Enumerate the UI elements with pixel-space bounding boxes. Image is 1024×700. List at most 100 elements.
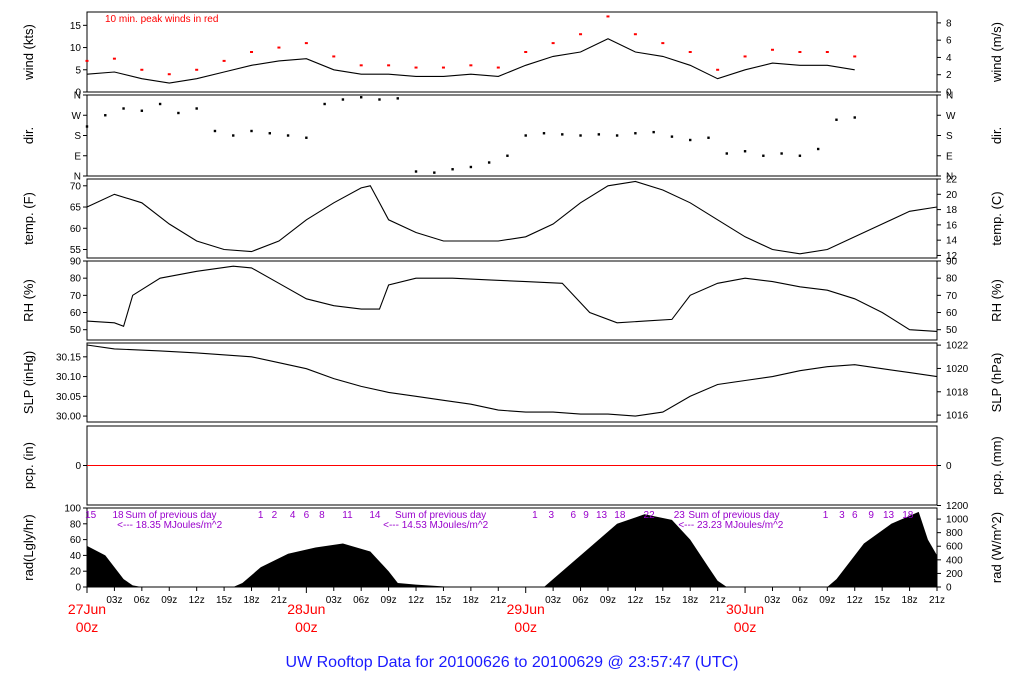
direction-point — [305, 136, 308, 139]
hour-tick-label: 15z — [655, 595, 671, 606]
hour-tick-label: 21z — [271, 595, 287, 606]
direction-point — [250, 129, 253, 133]
peak-wind-mark — [277, 46, 281, 49]
direction-point — [561, 133, 564, 136]
right-axis-label: rad (W/m^2) — [989, 512, 1004, 583]
left-tick-label: 30.10 — [56, 372, 81, 383]
direction-point — [323, 102, 326, 106]
day-label: 27Jun — [68, 601, 106, 617]
peak-wind-mark — [798, 51, 802, 53]
hour-tick-label: 03z — [764, 595, 780, 606]
day-hour-label: 00z — [514, 619, 537, 635]
radiation-hour-label: 4 — [290, 510, 296, 521]
radiation-hour-label: 1 — [258, 510, 264, 521]
right-axis-label: pcp. (mm) — [989, 436, 1004, 495]
right-tick-label: 4 — [946, 53, 952, 64]
direction-point — [853, 116, 856, 119]
left-axis-label: wind (kts) — [21, 24, 36, 81]
hour-tick-label: 18z — [902, 595, 918, 606]
left-tick-label: 30.00 — [56, 412, 81, 423]
chart-title: UW Rooftop Data for 20100626 to 20100629… — [286, 654, 739, 671]
daily-sum-label: Sum of previous day — [125, 510, 216, 521]
left-tick-label: 55 — [70, 245, 82, 256]
direction-point — [451, 168, 454, 171]
peak-wind-mark — [359, 64, 363, 67]
peak-wind-mark — [496, 66, 500, 69]
daily-sum-value: <--- 14.53 MJoules/m^2 — [383, 520, 488, 531]
hour-tick-label: 03z — [106, 595, 122, 606]
radiation-hour-label: 2 — [272, 510, 278, 521]
direction-point — [104, 114, 107, 117]
peak-wind-mark — [606, 15, 610, 18]
daily-sum-label: Sum of previous day — [395, 510, 486, 521]
panel-frame — [86, 342, 938, 423]
slp-line — [86, 344, 938, 417]
peak-wind-mark — [85, 59, 89, 62]
right-tick-label: 600 — [946, 542, 963, 553]
left-tick-label: 40 — [70, 551, 82, 562]
direction-point — [780, 152, 783, 155]
hour-tick-label: 09z — [161, 595, 177, 606]
panel-frame — [86, 11, 938, 93]
direction-point — [542, 132, 546, 135]
right-tick-label: N — [946, 172, 953, 183]
right-tick-label: 14 — [946, 236, 958, 247]
peak-wind-mark — [469, 64, 473, 67]
right-tick-label: 1016 — [946, 411, 969, 422]
day-hour-label: 00z — [295, 619, 318, 635]
direction-point — [487, 161, 491, 164]
radiation-area — [87, 511, 937, 587]
direction-point — [213, 129, 217, 133]
direction-point — [158, 102, 162, 106]
right-axis-label: dir. — [989, 127, 1004, 144]
peak-wind-mark — [195, 68, 199, 71]
direction-point — [469, 165, 473, 169]
hour-tick-label: 09z — [381, 595, 397, 606]
daily-sum-value: <--- 23.23 MJoules/m^2 — [678, 520, 783, 531]
right-tick-label: 22 — [946, 175, 958, 186]
right-tick-label: 2 — [946, 70, 952, 81]
hour-tick-label: 15z — [435, 595, 451, 606]
peak-wind-mark — [250, 51, 254, 53]
panel-frame — [86, 94, 938, 177]
right-tick-label: 18 — [946, 205, 958, 216]
radiation-hour-label: 18 — [614, 510, 626, 521]
direction-point — [122, 107, 125, 110]
radiation-hour-label: 1 — [823, 510, 829, 521]
peak-wind-mark — [524, 51, 528, 53]
right-tick-label: 1000 — [946, 515, 969, 526]
right-tick-label: 1020 — [946, 364, 969, 375]
left-tick-label: W — [72, 111, 82, 122]
right-tick-label: W — [946, 111, 956, 122]
direction-point — [615, 134, 619, 137]
hour-tick-label: 06z — [134, 595, 150, 606]
direction-point — [268, 132, 271, 135]
panel-rad: 020406080100020040060080010001200rad(Lgl… — [21, 501, 1004, 594]
direction-point — [725, 152, 728, 155]
peak-wind-mark — [853, 55, 857, 58]
peak-wind-mark — [222, 59, 226, 62]
hour-tick-label: 03z — [326, 595, 342, 606]
hour-tick-label: 18z — [463, 595, 479, 606]
right-tick-label: 80 — [946, 274, 958, 285]
right-tick-label: 1022 — [946, 341, 969, 352]
hour-tick-label: 12z — [627, 595, 643, 606]
right-tick-label: 1018 — [946, 387, 969, 398]
peak-wind-mark — [140, 68, 144, 71]
hour-tick-label: 12z — [408, 595, 424, 606]
left-tick-label: 5 — [75, 65, 81, 76]
hour-tick-label: 18z — [243, 595, 259, 606]
direction-point — [835, 118, 838, 121]
hour-tick-label: 21z — [490, 595, 506, 606]
left-tick-label: E — [74, 151, 81, 162]
direction-point — [689, 138, 692, 142]
left-tick-label: 80 — [70, 274, 82, 285]
right-axis-label: wind (m/s) — [989, 22, 1004, 83]
direction-point — [707, 136, 710, 139]
radiation-hour-label: 13 — [883, 510, 895, 521]
direction-point — [433, 171, 436, 174]
radiation-hour-label: 22 — [644, 510, 656, 521]
panel-rh: 50 60 70 80 90 50 60 70 80 90 RH (%) RH (%) — [21, 257, 1004, 341]
left-axis-label: SLP (inHg) — [21, 351, 36, 414]
